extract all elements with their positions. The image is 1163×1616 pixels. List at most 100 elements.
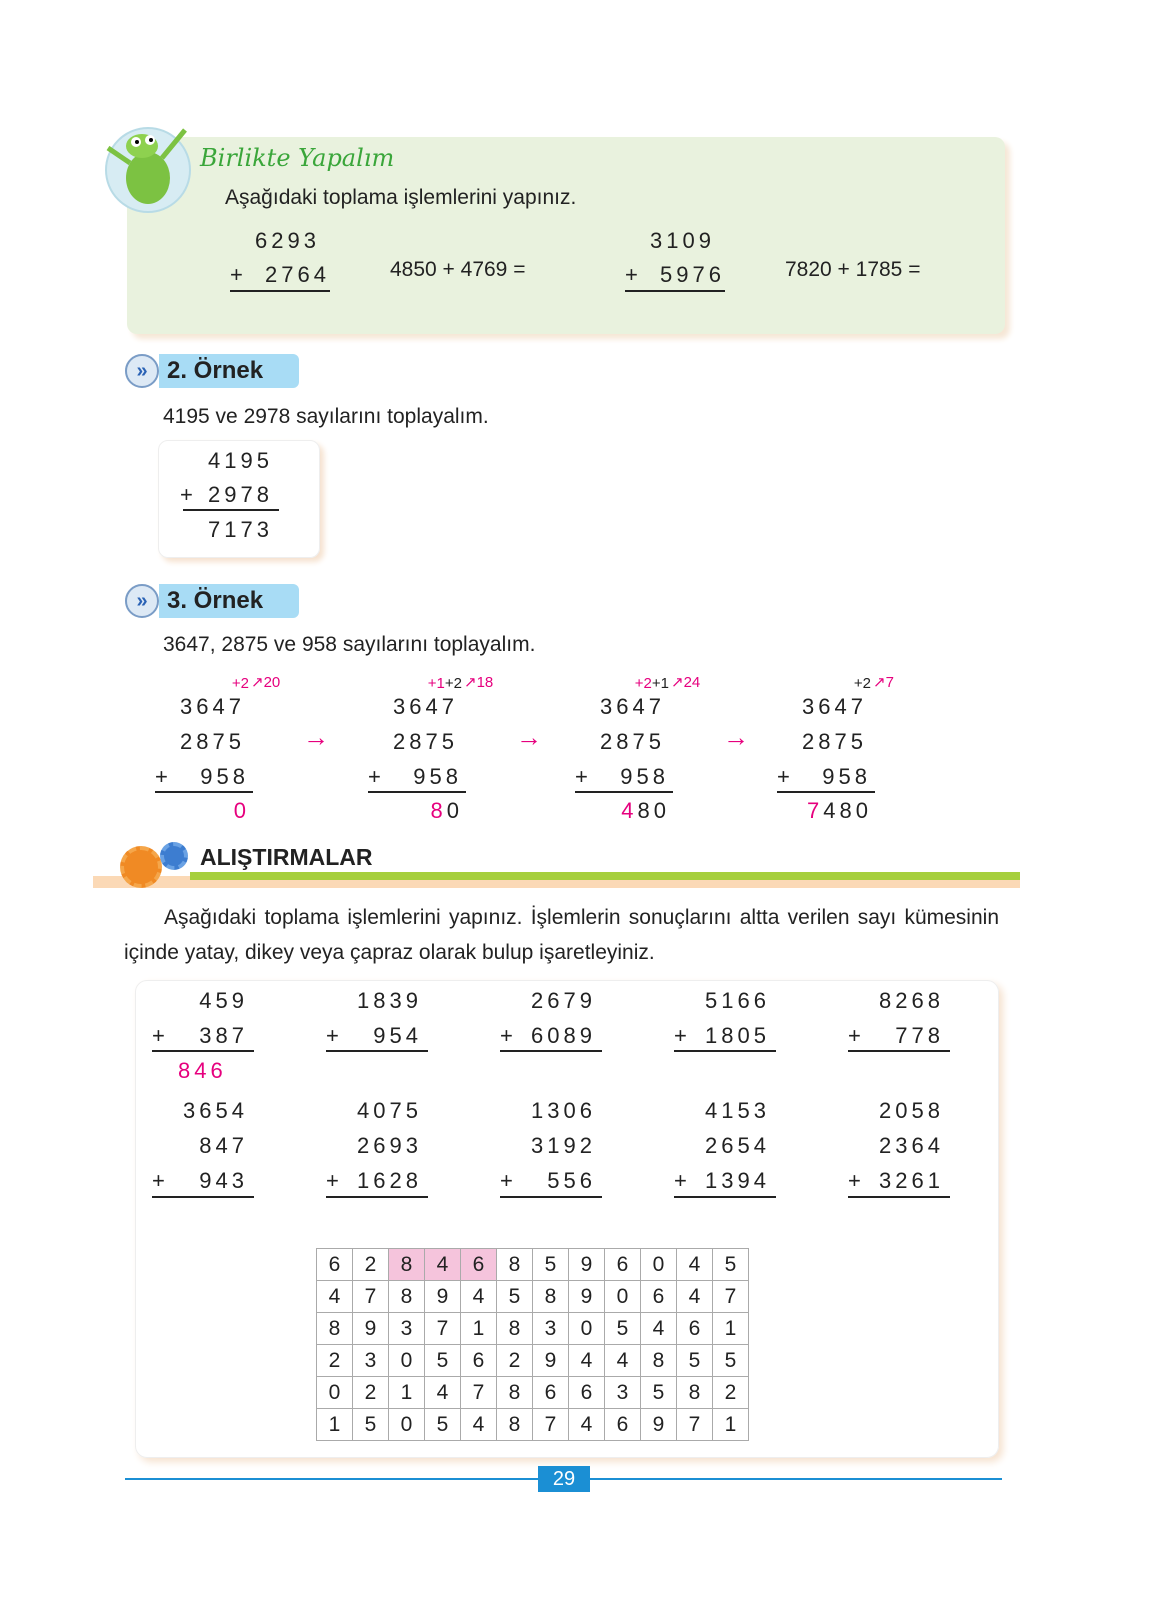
grid-cell[interactable]: 8 bbox=[676, 1376, 713, 1409]
addend-line: +958 bbox=[575, 764, 669, 790]
grid-cell[interactable]: 8 bbox=[640, 1344, 677, 1377]
grid-cell[interactable]: 9 bbox=[640, 1408, 677, 1441]
grid-cell[interactable]: 3 bbox=[352, 1344, 389, 1377]
grid-cell[interactable]: 5 bbox=[676, 1344, 713, 1377]
addend-line: +1394 bbox=[674, 1168, 770, 1194]
carry-marks: +2 bbox=[854, 675, 871, 692]
grid-cell[interactable]: 3 bbox=[604, 1376, 641, 1409]
grid-cell[interactable]: 4 bbox=[676, 1280, 713, 1313]
addend: 2875 bbox=[180, 729, 245, 754]
grid-cell[interactable]: 1 bbox=[712, 1408, 749, 1441]
addend: 4075 bbox=[357, 1098, 422, 1123]
partial-result: 7480 bbox=[777, 798, 872, 824]
grid-cell[interactable]: 0 bbox=[640, 1248, 677, 1281]
grid-cell[interactable]: 9 bbox=[532, 1344, 569, 1377]
grid-cell[interactable]: 6 bbox=[676, 1312, 713, 1345]
grid-cell[interactable]: 3 bbox=[388, 1312, 425, 1345]
addend: 943 bbox=[199, 1168, 248, 1193]
grid-cell[interactable]: 7 bbox=[532, 1408, 569, 1441]
grid-cell[interactable]: 6 bbox=[316, 1248, 353, 1281]
column-sum-value: 7 bbox=[885, 674, 894, 691]
grid-cell[interactable]: 6 bbox=[604, 1248, 641, 1281]
grid-cell[interactable]: 5 bbox=[604, 1312, 641, 1345]
addend: 2693 bbox=[357, 1133, 422, 1158]
grid-cell[interactable]: 5 bbox=[712, 1344, 749, 1377]
grid-cell[interactable]: 4 bbox=[424, 1376, 461, 1409]
grid-cell[interactable]: 6 bbox=[568, 1376, 605, 1409]
grid-cell[interactable]: 2 bbox=[352, 1248, 389, 1281]
addend-line: +958 bbox=[155, 764, 249, 790]
grid-cell[interactable]: 5 bbox=[712, 1248, 749, 1281]
grid-cell[interactable]: 7 bbox=[424, 1312, 461, 1345]
grid-cell[interactable]: 4 bbox=[568, 1344, 605, 1377]
grid-cell[interactable]: 5 bbox=[424, 1408, 461, 1441]
column-sum-value: 24 bbox=[683, 674, 701, 691]
grid-cell[interactable]: 1 bbox=[388, 1376, 425, 1409]
grid-cell[interactable]: 8 bbox=[388, 1280, 425, 1313]
grid-cell[interactable]: 5 bbox=[424, 1344, 461, 1377]
plus-sign: + bbox=[326, 1023, 343, 1048]
grid-cell[interactable]: 8 bbox=[532, 1280, 569, 1313]
grid-cell[interactable]: 5 bbox=[496, 1280, 533, 1313]
grid-cell[interactable]: 9 bbox=[352, 1312, 389, 1345]
addend: 8268 bbox=[879, 988, 944, 1013]
double-chevron-icon: » bbox=[125, 354, 159, 388]
grid-cell[interactable]: 8 bbox=[496, 1248, 533, 1281]
grid-cell[interactable]: 4 bbox=[676, 1248, 713, 1281]
grid-cell[interactable]: 9 bbox=[568, 1248, 605, 1281]
grid-cell[interactable]: 7 bbox=[352, 1280, 389, 1313]
grid-cell[interactable]: 7 bbox=[460, 1376, 497, 1409]
result-digits: 80 bbox=[637, 798, 670, 823]
grid-cell[interactable]: 8 bbox=[388, 1248, 425, 1281]
result-digits: 480 bbox=[823, 798, 872, 823]
addend: 2654 bbox=[705, 1133, 770, 1158]
addend: 459 bbox=[199, 988, 248, 1013]
grid-cell[interactable]: 6 bbox=[532, 1376, 569, 1409]
grid-cell[interactable]: 4 bbox=[568, 1408, 605, 1441]
grid-cell[interactable]: 8 bbox=[496, 1408, 533, 1441]
grid-cell[interactable]: 4 bbox=[316, 1280, 353, 1313]
grid-cell[interactable]: 4 bbox=[640, 1312, 677, 1345]
plus-sign: + bbox=[155, 764, 172, 789]
grid-cell[interactable]: 0 bbox=[604, 1280, 641, 1313]
grid-cell[interactable]: 1 bbox=[712, 1312, 749, 1345]
grid-cell[interactable]: 8 bbox=[316, 1312, 353, 1345]
grid-cell[interactable]: 2 bbox=[496, 1344, 533, 1377]
grid-cell[interactable]: 8 bbox=[496, 1312, 533, 1345]
grid-cell[interactable]: 5 bbox=[640, 1376, 677, 1409]
grid-cell[interactable]: 2 bbox=[352, 1376, 389, 1409]
carry: +2 bbox=[634, 675, 652, 692]
grid-cell[interactable]: 1 bbox=[316, 1408, 353, 1441]
grid-cell[interactable]: 1 bbox=[460, 1312, 497, 1345]
grid-cell[interactable]: 0 bbox=[568, 1312, 605, 1345]
grid-cell[interactable]: 0 bbox=[316, 1376, 353, 1409]
grid-cell[interactable]: 6 bbox=[460, 1248, 497, 1281]
grid-cell[interactable]: 4 bbox=[604, 1344, 641, 1377]
grid-cell[interactable]: 7 bbox=[676, 1408, 713, 1441]
grid-cell[interactable]: 6 bbox=[460, 1344, 497, 1377]
result-new-digit: 4 bbox=[621, 798, 638, 823]
grid-cell[interactable]: 5 bbox=[352, 1408, 389, 1441]
grid-cell[interactable]: 2 bbox=[316, 1344, 353, 1377]
grid-cell[interactable]: 2 bbox=[712, 1376, 749, 1409]
grid-cell[interactable]: 9 bbox=[424, 1280, 461, 1313]
grid-cell[interactable]: 8 bbox=[496, 1376, 533, 1409]
grid-cell[interactable]: 4 bbox=[424, 1248, 461, 1281]
grid-cell[interactable]: 6 bbox=[604, 1408, 641, 1441]
grid-cell[interactable]: 4 bbox=[460, 1280, 497, 1313]
grid-cell[interactable]: 5 bbox=[532, 1248, 569, 1281]
grid-cell[interactable]: 0 bbox=[388, 1408, 425, 1441]
plus-sign: + bbox=[500, 1023, 517, 1048]
grid-cell[interactable]: 6 bbox=[640, 1280, 677, 1313]
grid-cell[interactable]: 7 bbox=[712, 1280, 749, 1313]
carry-marks: +2 bbox=[232, 675, 249, 692]
grid-cell[interactable]: 9 bbox=[568, 1280, 605, 1313]
grid-cell[interactable]: 3 bbox=[532, 1312, 569, 1345]
grid-cell[interactable]: 0 bbox=[388, 1344, 425, 1377]
green-bar bbox=[190, 872, 1020, 880]
carry: +1 bbox=[651, 675, 669, 692]
grid-cell[interactable]: 4 bbox=[460, 1408, 497, 1441]
plus-sign: + bbox=[500, 1168, 517, 1193]
